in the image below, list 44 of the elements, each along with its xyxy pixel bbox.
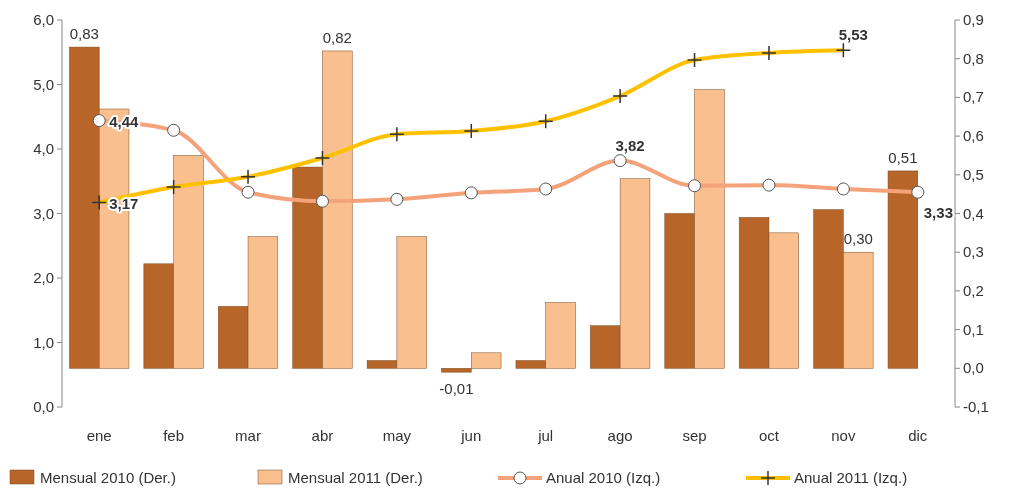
y2-tick-label: 0,3 xyxy=(963,243,984,261)
x-tick-label: nov xyxy=(831,427,856,444)
x-tick-label: jun xyxy=(460,427,482,444)
y2-tick-label: 0,1 xyxy=(963,320,984,338)
data-label: -0,01 xyxy=(439,380,474,398)
x-tick-label: may xyxy=(382,427,412,444)
data-label: 3,33 xyxy=(923,204,953,222)
y2-tick-label: 0,8 xyxy=(963,49,984,67)
y-tick-label: 2,0 xyxy=(33,269,54,286)
legend-label: Mensual 2010 (Der.) xyxy=(40,469,176,486)
data-label: 0,30 xyxy=(843,230,873,248)
data-label: 3,82 xyxy=(615,136,645,154)
y2-tick-label: 0,0 xyxy=(963,359,984,377)
y-tick-label: 5,0 xyxy=(33,75,54,93)
data-label: 5,53 xyxy=(838,26,868,44)
y2-tick-label: 0,9 xyxy=(963,11,984,28)
x-tick-label: mar xyxy=(235,427,261,444)
y-tick-label: 3,0 xyxy=(33,204,54,222)
x-tick-label: ene xyxy=(86,427,112,444)
data-label: 0,83 xyxy=(69,25,99,43)
y2-tick-label: 0,2 xyxy=(963,281,984,299)
data-label: 0,51 xyxy=(888,148,918,166)
legend-label: Anual 2010 (Izq.) xyxy=(546,469,661,486)
y-tick-label: 1,0 xyxy=(33,333,54,351)
data-label: 0,82 xyxy=(322,28,352,46)
y2-tick-label: 0,4 xyxy=(963,204,984,222)
x-tick-label: jul xyxy=(537,427,554,444)
x-tick-label: abr xyxy=(311,427,334,444)
legend-label: Anual 2011 (Izq.) xyxy=(794,469,908,486)
x-tick-label: oct xyxy=(758,427,780,444)
y2-tick-label: 0,6 xyxy=(963,127,984,145)
y-tick-label: 0,0 xyxy=(33,398,54,415)
bar xyxy=(887,170,919,369)
legend-label: Mensual 2011 (Der.) xyxy=(288,469,423,486)
y2-tick-label: 0,5 xyxy=(963,165,984,183)
x-tick-label: dic xyxy=(908,427,928,444)
data-label: 4,44 xyxy=(109,112,140,130)
x-tick-label: feb xyxy=(163,427,185,444)
y2-tick-label: -0,1 xyxy=(963,398,989,415)
x-tick-label: ago xyxy=(607,427,633,444)
y2-tick-label: 0,7 xyxy=(963,88,984,106)
y-tick-label: 4,0 xyxy=(33,140,54,157)
x-tick-label: sep xyxy=(682,427,707,444)
y-tick-label: 6,0 xyxy=(33,11,54,28)
